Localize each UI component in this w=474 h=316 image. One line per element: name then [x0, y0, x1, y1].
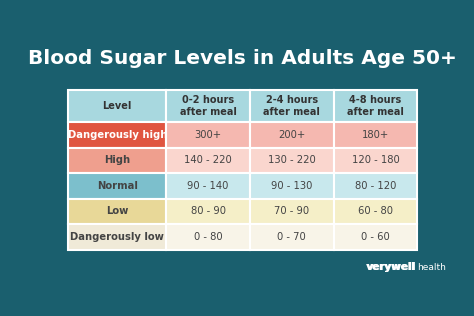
Text: Dangerously high: Dangerously high — [68, 130, 167, 140]
Text: verywell health: verywell health — [325, 262, 416, 271]
Bar — [166, 148, 250, 173]
Text: 80 - 90: 80 - 90 — [191, 206, 226, 216]
Text: 0-2 hours
after meal: 0-2 hours after meal — [180, 95, 237, 117]
Text: 130 - 220: 130 - 220 — [268, 155, 316, 165]
Bar — [68, 90, 166, 122]
Bar — [68, 199, 166, 224]
Text: 90 - 130: 90 - 130 — [271, 181, 312, 191]
Text: verywell: verywell — [366, 262, 416, 271]
Text: 4-8 hours
after meal: 4-8 hours after meal — [347, 95, 404, 117]
Bar — [250, 224, 334, 250]
Text: 180+: 180+ — [362, 130, 389, 140]
Bar — [250, 122, 334, 148]
Text: 300+: 300+ — [194, 130, 221, 140]
Bar — [334, 122, 418, 148]
Text: Blood Sugar Levels in Adults Age 50+: Blood Sugar Levels in Adults Age 50+ — [28, 49, 457, 68]
Bar — [250, 148, 334, 173]
Text: 90 - 140: 90 - 140 — [187, 181, 229, 191]
Text: 0 - 70: 0 - 70 — [277, 232, 306, 242]
Bar — [166, 224, 250, 250]
Bar — [68, 224, 166, 250]
Bar — [68, 173, 166, 199]
Bar — [68, 148, 166, 173]
Text: Normal: Normal — [97, 181, 138, 191]
Text: 0 - 80: 0 - 80 — [194, 232, 222, 242]
Text: 2-4 hours
after meal: 2-4 hours after meal — [264, 95, 320, 117]
Text: 60 - 80: 60 - 80 — [358, 206, 393, 216]
Bar — [250, 173, 334, 199]
Text: Level: Level — [102, 101, 132, 111]
Bar — [166, 173, 250, 199]
Bar — [334, 90, 418, 122]
Text: verywell: verywell — [366, 262, 416, 271]
Bar — [334, 148, 418, 173]
Text: Dangerously low: Dangerously low — [70, 232, 164, 242]
Bar — [334, 224, 418, 250]
Text: 80 - 120: 80 - 120 — [355, 181, 396, 191]
Bar — [334, 199, 418, 224]
Bar — [166, 122, 250, 148]
Text: 120 - 180: 120 - 180 — [352, 155, 400, 165]
Bar — [250, 90, 334, 122]
Text: Low: Low — [106, 206, 128, 216]
Text: 200+: 200+ — [278, 130, 305, 140]
Bar — [250, 199, 334, 224]
Text: 140 - 220: 140 - 220 — [184, 155, 232, 165]
Text: High: High — [104, 155, 130, 165]
Text: 0 - 60: 0 - 60 — [361, 232, 390, 242]
Text: health: health — [417, 263, 446, 271]
Text: 70 - 90: 70 - 90 — [274, 206, 310, 216]
Bar — [68, 122, 166, 148]
Bar — [334, 173, 418, 199]
Bar — [166, 199, 250, 224]
Bar — [166, 90, 250, 122]
